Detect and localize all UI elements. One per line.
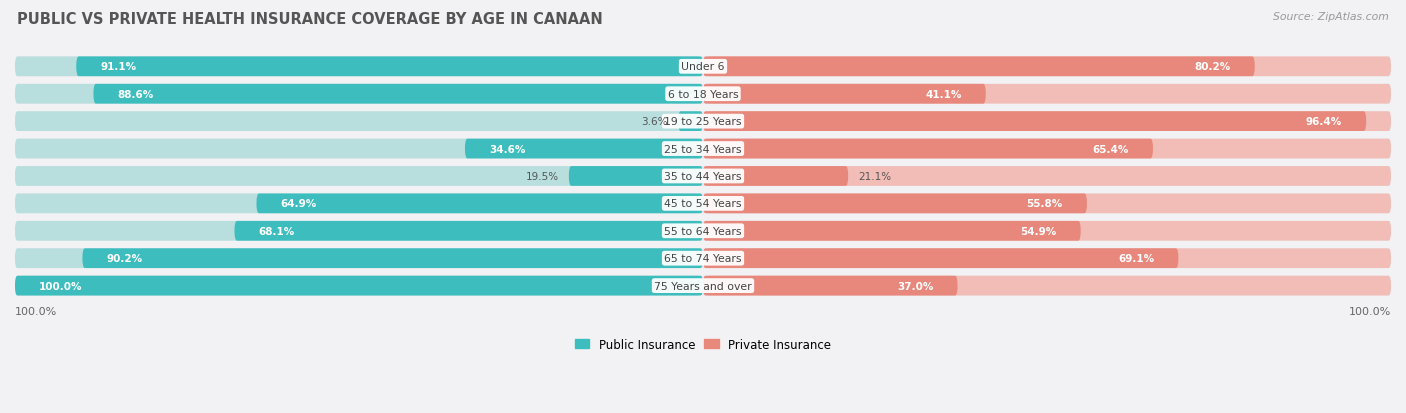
Text: 55.8%: 55.8% [1026,199,1063,209]
FancyBboxPatch shape [235,221,703,241]
Text: 75 Years and over: 75 Years and over [654,281,752,291]
FancyBboxPatch shape [15,221,700,241]
FancyBboxPatch shape [15,85,1391,104]
FancyBboxPatch shape [15,139,700,159]
FancyBboxPatch shape [703,57,1254,77]
FancyBboxPatch shape [706,57,1391,77]
Text: Source: ZipAtlas.com: Source: ZipAtlas.com [1274,12,1389,22]
FancyBboxPatch shape [93,85,703,104]
FancyBboxPatch shape [76,57,703,77]
Text: 41.1%: 41.1% [925,90,962,100]
Text: 80.2%: 80.2% [1195,62,1230,72]
Text: 21.1%: 21.1% [859,171,891,182]
Text: PUBLIC VS PRIVATE HEALTH INSURANCE COVERAGE BY AGE IN CANAAN: PUBLIC VS PRIVATE HEALTH INSURANCE COVER… [17,12,603,27]
FancyBboxPatch shape [703,167,848,186]
Text: 19.5%: 19.5% [526,171,558,182]
Text: 65.4%: 65.4% [1092,144,1129,154]
Text: 96.4%: 96.4% [1306,117,1343,127]
FancyBboxPatch shape [15,57,700,77]
FancyBboxPatch shape [15,276,1391,296]
Text: 45 to 54 Years: 45 to 54 Years [664,199,742,209]
FancyBboxPatch shape [703,249,1178,268]
FancyBboxPatch shape [706,221,1391,241]
FancyBboxPatch shape [706,249,1391,268]
FancyBboxPatch shape [83,249,703,268]
FancyBboxPatch shape [706,85,1391,104]
Text: 100.0%: 100.0% [39,281,83,291]
Text: 37.0%: 37.0% [897,281,934,291]
FancyBboxPatch shape [706,194,1391,214]
Text: 19 to 25 Years: 19 to 25 Years [664,117,742,127]
FancyBboxPatch shape [706,112,1391,132]
FancyBboxPatch shape [15,276,700,296]
Text: 3.6%: 3.6% [641,117,668,127]
FancyBboxPatch shape [256,194,703,214]
Text: 90.2%: 90.2% [107,254,142,263]
FancyBboxPatch shape [15,194,700,214]
FancyBboxPatch shape [706,276,1391,296]
Legend: Public Insurance, Private Insurance: Public Insurance, Private Insurance [571,333,835,356]
Text: Under 6: Under 6 [682,62,724,72]
FancyBboxPatch shape [15,249,1391,268]
FancyBboxPatch shape [15,249,700,268]
Text: 69.1%: 69.1% [1118,254,1154,263]
FancyBboxPatch shape [703,221,1081,241]
FancyBboxPatch shape [15,112,700,132]
Text: 68.1%: 68.1% [259,226,295,236]
FancyBboxPatch shape [15,112,1391,132]
FancyBboxPatch shape [15,276,703,296]
Text: 91.1%: 91.1% [100,62,136,72]
Text: 65 to 74 Years: 65 to 74 Years [664,254,742,263]
FancyBboxPatch shape [15,139,1391,159]
FancyBboxPatch shape [569,167,703,186]
Text: 25 to 34 Years: 25 to 34 Years [664,144,742,154]
FancyBboxPatch shape [15,57,1391,77]
FancyBboxPatch shape [678,112,703,132]
Text: 64.9%: 64.9% [281,199,316,209]
FancyBboxPatch shape [703,85,986,104]
Text: 6 to 18 Years: 6 to 18 Years [668,90,738,100]
FancyBboxPatch shape [703,139,1153,159]
FancyBboxPatch shape [15,194,1391,214]
Text: 54.9%: 54.9% [1021,226,1057,236]
Text: 55 to 64 Years: 55 to 64 Years [664,226,742,236]
FancyBboxPatch shape [15,85,700,104]
Text: 88.6%: 88.6% [118,90,153,100]
FancyBboxPatch shape [703,276,957,296]
FancyBboxPatch shape [706,139,1391,159]
FancyBboxPatch shape [706,167,1391,186]
FancyBboxPatch shape [15,221,1391,241]
Text: 100.0%: 100.0% [15,306,58,316]
FancyBboxPatch shape [703,112,1367,132]
FancyBboxPatch shape [465,139,703,159]
FancyBboxPatch shape [703,194,1087,214]
Text: 100.0%: 100.0% [1348,306,1391,316]
FancyBboxPatch shape [15,167,1391,186]
FancyBboxPatch shape [15,167,700,186]
Text: 35 to 44 Years: 35 to 44 Years [664,171,742,182]
Text: 34.6%: 34.6% [489,144,526,154]
